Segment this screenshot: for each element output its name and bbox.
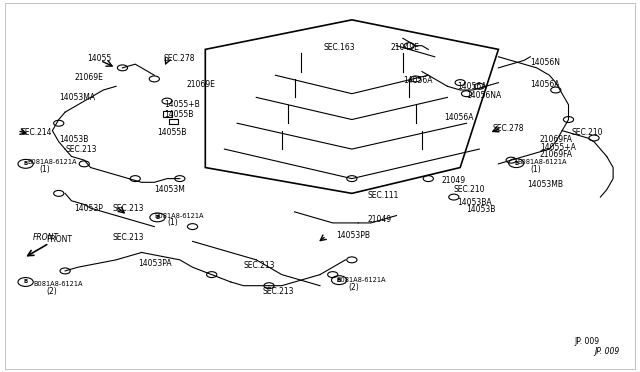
Text: B081A8-6121A: B081A8-6121A [518,159,567,165]
Text: SEC.213: SEC.213 [244,261,275,270]
Text: SEC.278: SEC.278 [492,124,524,133]
Text: SEC.213: SEC.213 [65,145,97,154]
Text: B081A8-6121A: B081A8-6121A [336,277,385,283]
Text: SEC.111: SEC.111 [368,191,399,200]
Text: B: B [514,161,518,166]
Text: (1): (1) [531,165,541,174]
Text: 21049: 21049 [441,176,465,185]
Text: B: B [156,215,159,220]
Text: 14056A: 14056A [457,82,486,91]
Text: 14056N: 14056N [531,58,560,67]
Text: 14055+A: 14055+A [540,143,576,152]
Text: 14053PB: 14053PB [336,231,370,240]
Text: 21069FA: 21069FA [540,135,573,144]
Text: (2): (2) [46,287,57,296]
Text: SEC.213: SEC.213 [113,233,145,242]
Text: 14056A: 14056A [531,80,560,89]
Text: 14055B: 14055B [157,128,187,137]
Text: B: B [337,278,341,283]
Text: SEC.163: SEC.163 [323,43,355,52]
Text: FRONT: FRONT [46,235,72,244]
Text: 21069E: 21069E [186,80,215,89]
Text: B081A8-6121A: B081A8-6121A [33,281,83,287]
Text: 14053M: 14053M [154,185,185,194]
Text: SEC.210: SEC.210 [454,185,485,194]
Text: SEC.278: SEC.278 [164,54,195,63]
Text: 14053P: 14053P [75,203,104,213]
Text: 14056A: 14056A [403,76,433,85]
Text: 14053MB: 14053MB [527,180,563,189]
Text: 21069FA: 21069FA [540,150,573,159]
Text: 14053PA: 14053PA [138,259,172,268]
Text: (1): (1) [40,165,51,174]
Text: B081A8-6121A: B081A8-6121A [154,212,204,218]
Text: 14055+B: 14055+B [164,100,200,109]
Text: 21069E: 21069E [75,73,104,81]
Text: SEC.214: SEC.214 [20,128,52,137]
Text: 14053MA: 14053MA [59,93,95,102]
Text: (1): (1) [167,218,178,227]
Text: JP. 009: JP. 009 [575,337,600,346]
Text: SEC.213: SEC.213 [113,203,145,213]
Text: 14056A: 14056A [444,113,474,122]
Text: 14055: 14055 [88,54,111,63]
Text: 21049: 21049 [368,215,392,224]
Text: B: B [24,161,28,166]
Text: SEC.213: SEC.213 [262,287,294,296]
Text: 14053BA: 14053BA [457,198,492,207]
Text: 14056NA: 14056NA [467,91,502,100]
Text: (2): (2) [349,283,360,292]
Text: FRONT: FRONT [33,232,59,241]
Text: 21049E: 21049E [390,43,419,52]
Bar [169,119,178,124]
Text: B081A8-6121A: B081A8-6121A [27,159,76,165]
Text: SEC.210: SEC.210 [572,128,604,137]
Text: 14053B: 14053B [467,205,496,215]
Bar [163,112,172,116]
Text: 14053B: 14053B [59,135,88,144]
Text: JP. 009: JP. 009 [595,347,620,356]
Text: 14055B: 14055B [164,109,193,119]
Text: B: B [24,279,28,285]
